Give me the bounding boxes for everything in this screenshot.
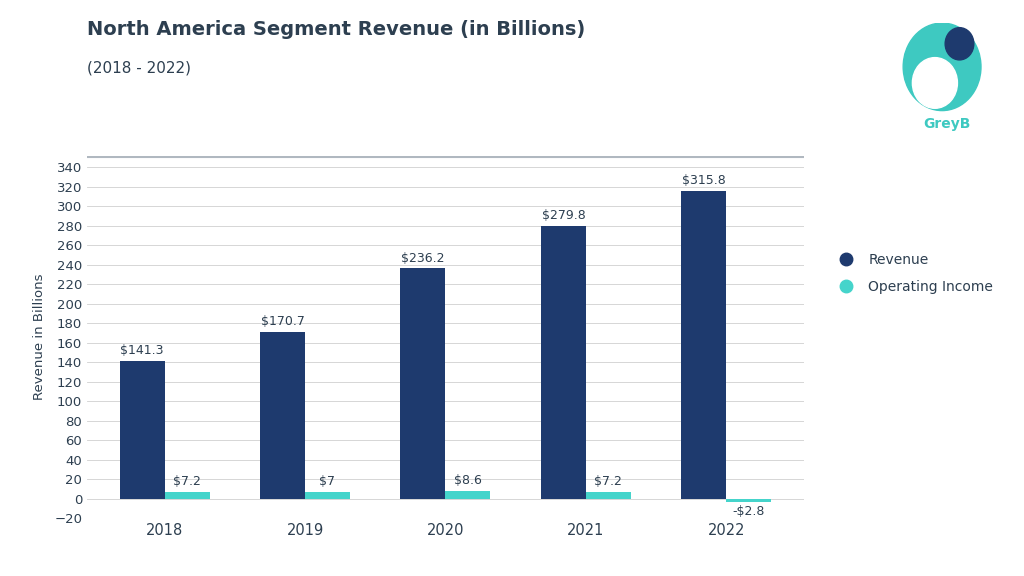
Text: $7.2: $7.2 — [173, 475, 201, 488]
Bar — [305, 492, 350, 499]
Text: (2018 - 2022): (2018 - 2022) — [87, 60, 191, 75]
Text: -$2.8: -$2.8 — [732, 505, 765, 518]
Text: $279.8: $279.8 — [542, 209, 586, 222]
Bar — [726, 499, 771, 502]
Bar — [681, 191, 726, 499]
Bar — [260, 332, 305, 499]
Bar — [586, 492, 631, 499]
Text: $236.2: $236.2 — [401, 252, 444, 264]
Text: $315.8: $315.8 — [682, 174, 726, 187]
Bar — [541, 226, 586, 499]
Bar — [165, 492, 210, 499]
Bar — [400, 268, 445, 499]
Circle shape — [912, 58, 957, 108]
Bar — [120, 361, 165, 499]
Text: GreyB: GreyB — [924, 118, 971, 131]
Circle shape — [903, 23, 981, 111]
Text: $8.6: $8.6 — [454, 473, 482, 487]
Circle shape — [945, 28, 974, 60]
Text: $170.7: $170.7 — [260, 316, 304, 328]
Text: $141.3: $141.3 — [121, 344, 164, 357]
Text: North America Segment Revenue (in Billions): North America Segment Revenue (in Billio… — [87, 20, 586, 39]
Y-axis label: Revenue in Billions: Revenue in Billions — [33, 274, 46, 400]
Text: $7: $7 — [319, 475, 336, 488]
Text: $7.2: $7.2 — [594, 475, 623, 488]
Legend: Revenue, Operating Income: Revenue, Operating Income — [833, 253, 993, 294]
Bar — [445, 491, 490, 499]
